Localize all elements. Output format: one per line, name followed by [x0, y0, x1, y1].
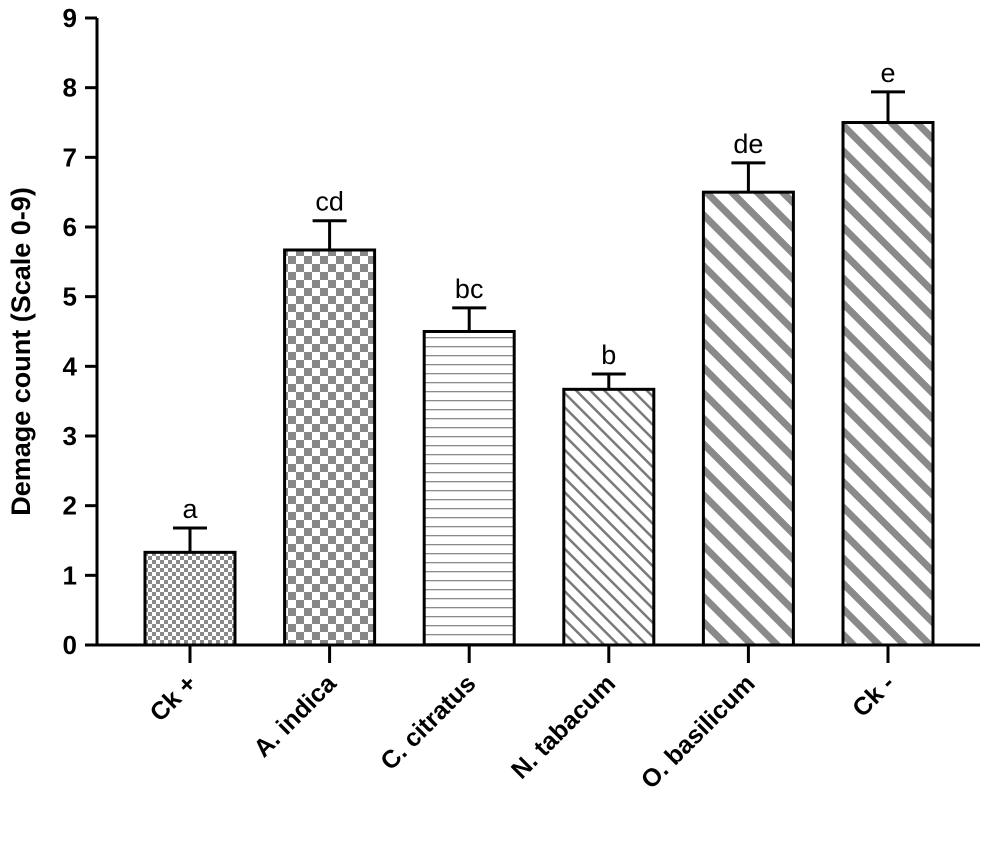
y-tick-label: 6	[63, 212, 77, 242]
significance-letter: bc	[455, 274, 484, 304]
bar-ck	[143, 550, 237, 647]
x-category-label: Ck -	[847, 669, 900, 722]
significance-letter: de	[733, 129, 763, 159]
axes-group: 0 1 2 3 4 5 6 7 8 9	[63, 3, 980, 663]
y-tick-label: 8	[63, 73, 77, 103]
bar-c-citratus	[422, 330, 516, 647]
bar-a-indica	[283, 248, 377, 647]
bars-group	[143, 90, 935, 647]
y-tick-label: 4	[63, 351, 78, 381]
y-tick-label: 7	[63, 142, 77, 172]
y-tick-label: 5	[63, 282, 77, 312]
x-category-label: C. citratus	[375, 669, 481, 775]
x-category-label: Ck +	[145, 669, 203, 727]
y-tick-label: 2	[63, 491, 77, 521]
x-category-label: A. indica	[248, 669, 342, 763]
bar-n-tabacum	[562, 387, 656, 647]
significance-letter: cd	[315, 187, 344, 217]
y-tick-label: 9	[63, 3, 77, 33]
significance-letter: e	[880, 58, 895, 88]
significance-letter: a	[182, 494, 198, 524]
x-category-label: N. tabacum	[506, 669, 621, 784]
bar-ck	[841, 121, 935, 647]
y-tick-label: 0	[63, 630, 77, 660]
bar-o-basilicum	[701, 190, 795, 647]
y-tick-label: 3	[63, 421, 77, 451]
y-axis-title: Demage count (Scale 0-9)	[6, 187, 36, 516]
x-category-label: O. basilicum	[636, 669, 761, 794]
significance-letter: b	[601, 340, 616, 370]
y-tick-label: 1	[63, 560, 77, 590]
